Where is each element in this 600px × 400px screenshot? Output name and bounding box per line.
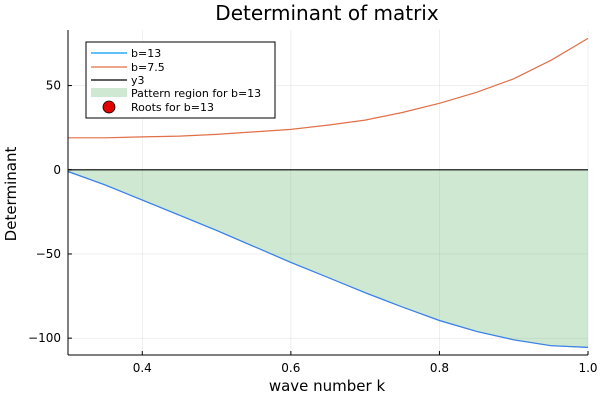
- y-tick-label: −50: [36, 247, 61, 261]
- axes: [67, 30, 589, 356]
- legend-label-roots: Roots for b=13: [131, 101, 214, 114]
- x-tick-label: 0.6: [281, 361, 300, 375]
- pattern-region-fill: [68, 169, 588, 348]
- y-tick-label: −100: [28, 331, 61, 345]
- legend-swatch-pattern-region: [91, 88, 127, 97]
- legend-label-pattern-region: Pattern region for b=13: [131, 87, 261, 100]
- legend: b=13 b=7.5 y3 Pattern region for b=13 Ro…: [85, 41, 276, 119]
- legend-label-b13: b=13: [131, 47, 161, 60]
- y-tick-label: 0: [53, 163, 61, 177]
- legend-swatch-roots: [102, 100, 116, 114]
- x-tick-label: 1.0: [578, 361, 597, 375]
- series-line-b13-edge: [67, 170, 589, 348]
- x-axis-label: wave number k: [269, 377, 386, 395]
- x-tick-label: 0.4: [133, 361, 152, 375]
- y-tick-label: 50: [46, 79, 61, 93]
- y-axis-label: Determinant: [2, 147, 20, 242]
- legend-label-y3: y3: [131, 74, 145, 87]
- chart-title: Determinant of matrix: [215, 1, 439, 25]
- series-lines: [67, 37, 589, 348]
- series-line-b7-5: [68, 37, 589, 139]
- legend-label-b7-5: b=7.5: [131, 61, 165, 74]
- tick-labels: 0.4 0.6 0.8 1.0 −100 −50 0 50: [28, 79, 598, 375]
- x-tick-label: 0.8: [430, 361, 449, 375]
- pattern-region-area: [68, 169, 588, 348]
